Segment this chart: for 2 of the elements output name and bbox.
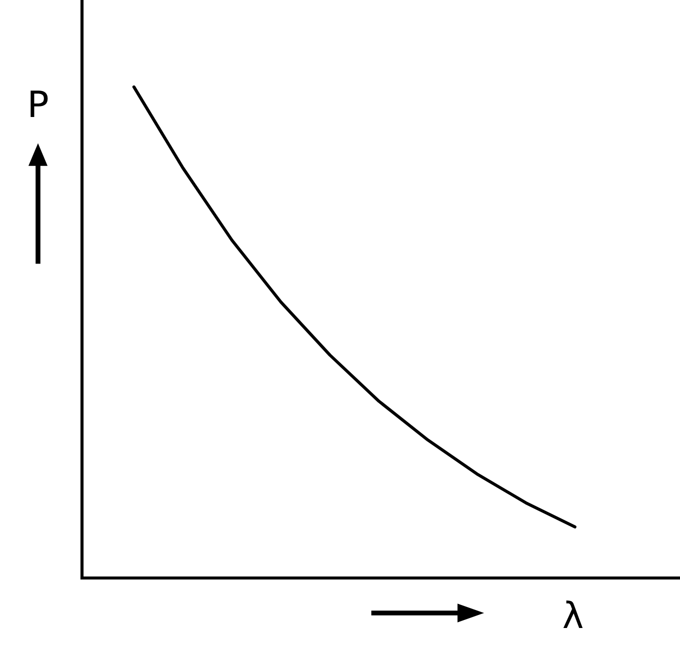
x-axis-title: λ (563, 600, 583, 628)
y-axis-title: P (30, 90, 48, 117)
